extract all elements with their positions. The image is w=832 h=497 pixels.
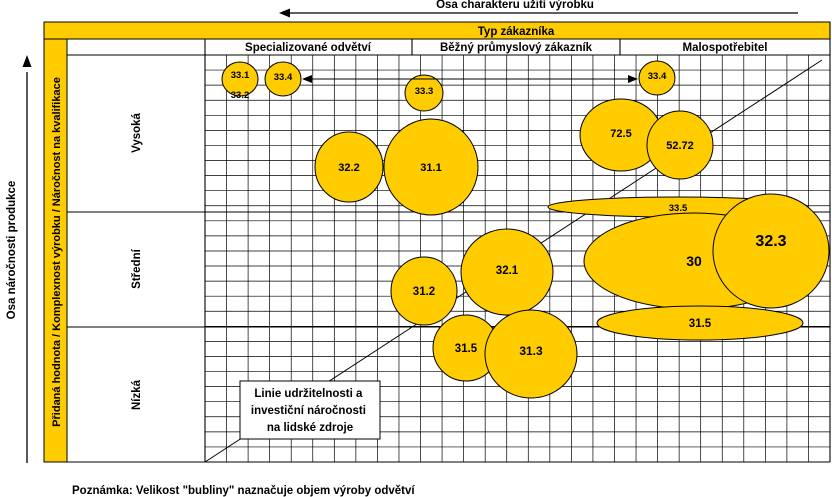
bubble-label: 31.1 <box>420 162 441 174</box>
bubble <box>390 256 458 326</box>
bubble-label: 33.3 <box>415 86 434 97</box>
bubble-link-arrowhead-right <box>628 75 638 83</box>
bubble-label: 33.5 <box>669 203 688 214</box>
bubble <box>596 305 804 341</box>
bubble <box>264 61 302 97</box>
bubble-link-arrowhead-left <box>302 75 312 83</box>
bubble <box>638 60 676 96</box>
bubble-label: 32.3 <box>755 233 786 250</box>
row-label: Vysoká <box>131 112 143 152</box>
bubble <box>484 309 578 399</box>
note: Poznámka: Velikost "bubliny" naznačuje o… <box>72 485 415 497</box>
bubble <box>314 131 384 203</box>
bubble <box>646 110 714 180</box>
column-label: Běžný průmyslový zákazník <box>440 42 593 54</box>
left-axis-arrowhead <box>22 55 32 67</box>
top-axis-arrowhead <box>279 8 290 18</box>
category-headers: Specializované odvětví Běžný průmyslový z… <box>131 42 767 410</box>
line-label-box <box>239 380 381 440</box>
bubble <box>221 61 259 97</box>
bubble-label: 31.5 <box>689 318 712 330</box>
bubble-label: 72.5 <box>610 128 631 140</box>
left-axis-label: Osa náročnosti produkce <box>6 181 18 320</box>
bubble-label: 33.2 <box>231 90 250 101</box>
row-header-cell <box>43 38 68 463</box>
bubble <box>460 228 554 316</box>
bubble-label: 32.1 <box>496 265 519 277</box>
bubbles: 33.1 33.2 33.4 33.3 33.4 72.5 52.72 32.2 31.1 33.… <box>221 60 830 399</box>
bubble-label: 52.72 <box>666 140 694 152</box>
row-label: Nízká <box>131 379 143 410</box>
bubble-label: 31.5 <box>455 343 478 355</box>
bubble-label: 31.3 <box>519 344 543 358</box>
column-header: Typ zákazníka <box>478 26 555 38</box>
column-label: Specializované odvětví <box>245 42 372 54</box>
column-label: Malospotřebitel <box>683 42 768 54</box>
bubble <box>404 74 444 112</box>
bubble <box>712 193 830 309</box>
bubble-label: 33.4 <box>648 71 667 82</box>
bubble-label: 33.1 <box>231 70 250 81</box>
column-header-cell <box>43 21 831 40</box>
line-label: Linie udržitelnosti a investiční náročno… <box>251 388 369 434</box>
bubble-label: 30 <box>686 253 702 269</box>
bubble-label: 31.2 <box>413 286 435 298</box>
top-axis-label: Osa charakteru užití výrobku <box>436 0 594 11</box>
bubble-label: 33.4 <box>274 72 293 83</box>
row-label: Střední <box>131 248 143 288</box>
bubble <box>383 118 479 216</box>
row-header: Přidaná hodnota / Komplexnost výrobku / … <box>51 77 63 427</box>
bubble-label: 32.2 <box>338 162 359 174</box>
